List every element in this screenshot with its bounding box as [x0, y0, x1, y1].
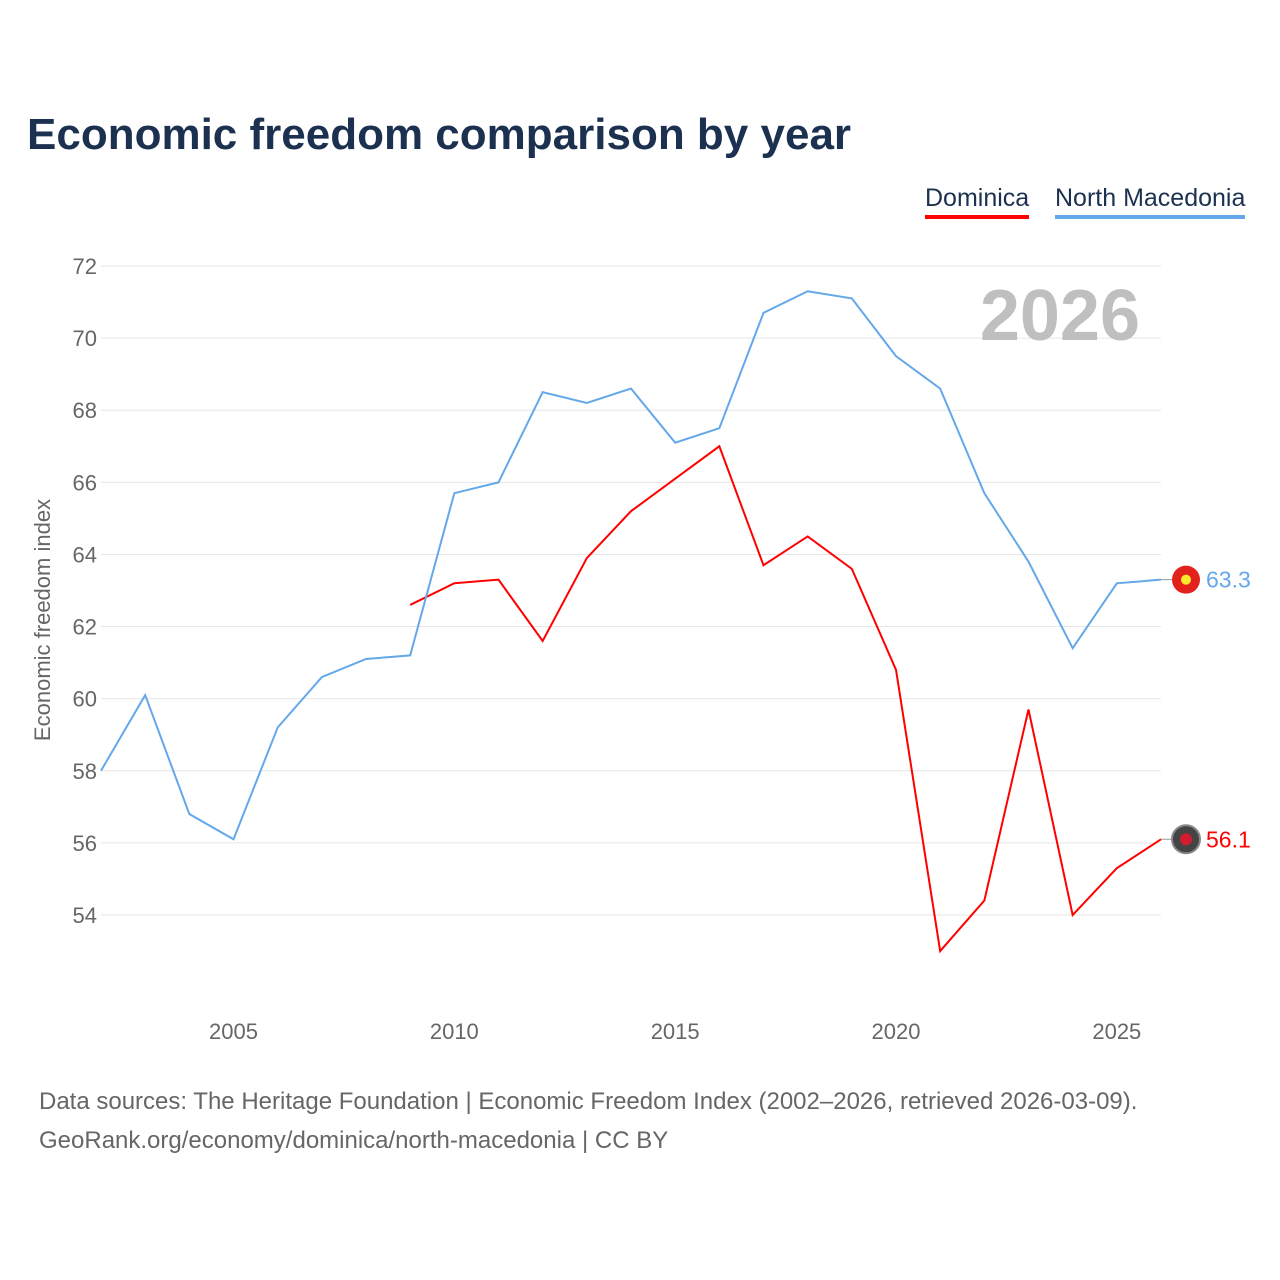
y-tick-label: 60 — [73, 687, 97, 712]
x-tick-label: 2005 — [209, 1019, 258, 1044]
end-value-label: 56.1 — [1206, 826, 1251, 852]
legend-dominica[interactable]: Dominica — [925, 184, 1030, 219]
legend-north-macedonia[interactable]: North Macedonia — [1055, 184, 1246, 219]
y-tick-label: 56 — [73, 831, 97, 856]
x-tick-label: 2020 — [872, 1019, 921, 1044]
chart-title: Economic freedom comparison by year — [27, 110, 852, 159]
flag-sun — [1181, 574, 1191, 585]
y-tick-label: 72 — [73, 254, 97, 279]
x-tick-label: 2015 — [651, 1019, 700, 1044]
series-line-north-macedonia — [100, 290, 1162, 841]
y-tick-label: 54 — [73, 903, 97, 928]
x-tick-label: 2010 — [430, 1019, 479, 1044]
flag-disc — [1180, 833, 1192, 846]
line-chart: 54 56 58 60 62 64 66 68 70 72 2005 2010 2015 2020 2025… — [30, 254, 1251, 1044]
end-value-label: 63.3 — [1206, 567, 1251, 593]
y-tick-label: 64 — [73, 542, 97, 567]
y-tick-label: 66 — [73, 470, 97, 495]
x-tick-label: 2025 — [1092, 1019, 1141, 1044]
y-tick-label: 62 — [73, 615, 97, 640]
y-tick-label: 58 — [73, 759, 97, 784]
y-tick-label: 68 — [73, 398, 97, 423]
y-tick-label: 70 — [73, 326, 97, 351]
y-axis-label: Economic freedom index — [30, 499, 55, 741]
source-link[interactable]: GeoRank.org/economy/dominica/north-maced… — [39, 1127, 669, 1154]
source-line: Data sources: The Heritage Foundation | … — [39, 1088, 1138, 1115]
series-line-dominica — [409, 444, 1162, 954]
year-watermark: 2026 — [980, 276, 1140, 356]
